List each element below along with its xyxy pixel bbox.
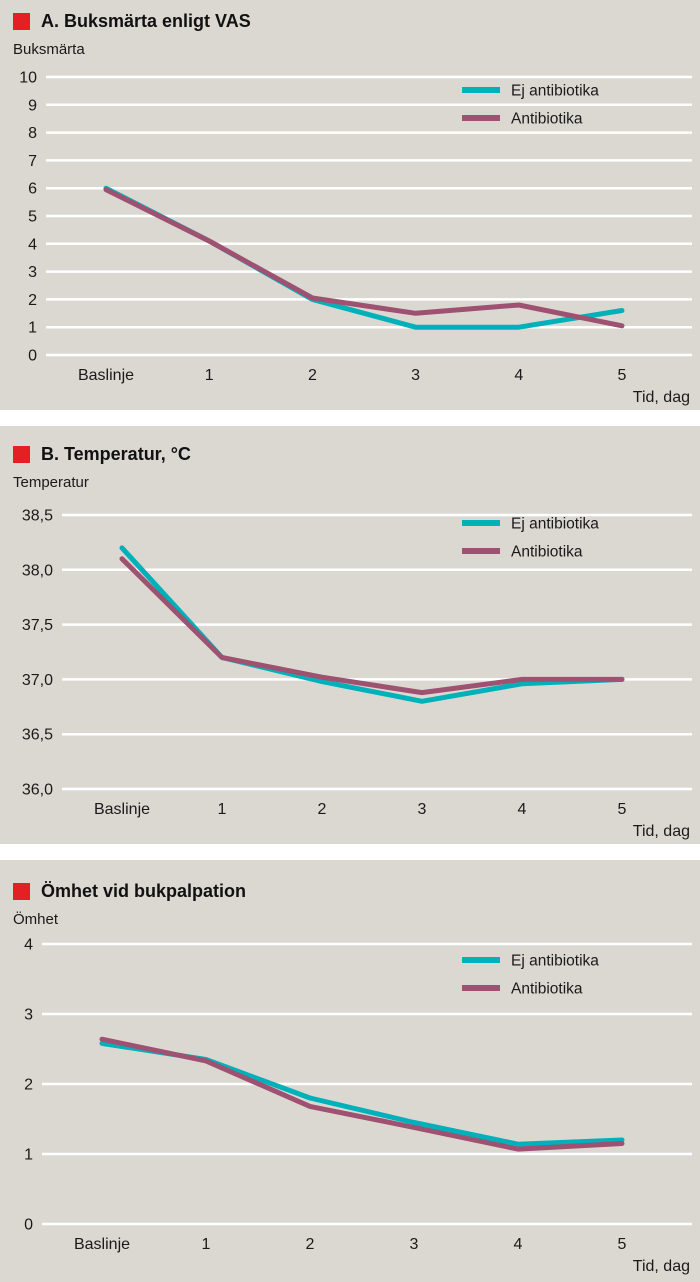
series-line — [103, 187, 625, 329]
line-chart-tenderness: 0 1 2 3 4 Baslinje 1 2 3 4 5 Tid, dag Ej antibiotika… — [24, 937, 692, 1275]
x-tick-label: 3 — [418, 801, 427, 818]
x-tick-label: 4 — [518, 801, 527, 818]
y-tick-label: 4 — [24, 937, 33, 954]
x-tick-label: Baslinje — [78, 367, 134, 384]
y-tick-label: 8 — [28, 125, 37, 142]
x-tick-label: 5 — [618, 801, 627, 818]
y-tick-label: 10 — [19, 70, 37, 87]
legend-label: Ej antibiotika — [511, 83, 599, 100]
chart-title: A. Buksmärta enligt VAS — [41, 10, 251, 31]
y-tick-label: 2 — [24, 1077, 33, 1094]
chart-title-row: B. Temperatur, °C — [0, 439, 700, 469]
y-axis-label: Buksmärta — [13, 40, 85, 58]
y-tick-label: 38,0 — [22, 562, 53, 579]
chart-title-row: A. Buksmärta enligt VAS — [0, 6, 700, 36]
y-tick-label: 0 — [28, 348, 37, 365]
x-tick-label: 5 — [618, 1236, 627, 1253]
x-tick-label: 1 — [202, 1236, 211, 1253]
y-tick-label: 36,0 — [22, 782, 53, 799]
y-tick-label: 5 — [28, 209, 37, 226]
red-square-icon — [13, 882, 30, 900]
y-tick-label: 0 — [24, 1217, 33, 1234]
chart-title: B. Temperatur, °C — [41, 443, 191, 464]
y-tick-label: 38,5 — [22, 508, 53, 525]
x-tick-label: 2 — [318, 801, 327, 818]
legend-label: Antibiotika — [511, 111, 583, 128]
x-tick-label: Baslinje — [74, 1236, 130, 1253]
x-axis-label: Tid, dag — [633, 1258, 690, 1275]
x-tick-label: 2 — [306, 1236, 315, 1253]
y-axis-label: Ömhet — [13, 910, 59, 928]
chart-title-row: Ömhet vid bukpalpation — [0, 876, 700, 906]
y-tick-label: 1 — [28, 320, 37, 337]
legend-label: Antibiotika — [511, 544, 583, 561]
legend-label: Ej antibiotika — [511, 953, 599, 970]
y-tick-label: 9 — [28, 97, 37, 114]
series-line — [99, 1040, 625, 1147]
y-tick-label: 1 — [24, 1147, 33, 1164]
chart-panel-a: A. Buksmärta enligt VAS Buksmärta 0 1 2 3 4 5… — [0, 0, 700, 410]
x-axis-label: Tid, dag — [633, 389, 690, 406]
x-tick-label: 3 — [411, 367, 420, 384]
y-tick-label: 3 — [28, 264, 37, 281]
chart-panel-c: Ömhet vid bukpalpation Ömhet 0 1 2 3 4 Baslin… — [0, 860, 700, 1282]
line-chart-pain: 0 1 2 3 4 5 6 7 8 9 10 Baslinje 1 2 3 4 5 Tid, dag Ej anti… — [19, 70, 692, 406]
y-axis-label: Temperatur — [13, 473, 89, 491]
y-tick-label: 36,5 — [22, 727, 53, 744]
y-tick-label: 3 — [24, 1007, 33, 1024]
x-axis-label: Tid, dag — [633, 823, 690, 840]
y-tick-label: 2 — [28, 292, 37, 309]
y-tick-label: 37,0 — [22, 672, 53, 689]
x-tick-label: 4 — [514, 367, 523, 384]
legend-label: Antibiotika — [511, 981, 583, 998]
x-tick-label: 4 — [514, 1236, 523, 1253]
legend-label: Ej antibiotika — [511, 516, 599, 533]
x-tick-label: Baslinje — [94, 801, 150, 818]
x-tick-label: 1 — [205, 367, 214, 384]
series-line — [99, 1036, 625, 1152]
y-tick-label: 37,5 — [22, 617, 53, 634]
y-tick-label: 6 — [28, 181, 37, 198]
red-square-icon — [13, 445, 30, 463]
x-tick-label: 3 — [410, 1236, 419, 1253]
series-line — [119, 556, 625, 696]
x-tick-label: 5 — [618, 367, 627, 384]
x-tick-label: 1 — [218, 801, 227, 818]
y-tick-label: 7 — [28, 153, 37, 170]
chart-panel-b: B. Temperatur, °C Temperatur 36,0 36,5 37,… — [0, 426, 700, 844]
x-tick-label: 2 — [308, 367, 317, 384]
y-tick-label: 4 — [28, 236, 37, 253]
line-chart-temperature: 36,0 36,5 37,0 37,5 38,0 38,5 Baslinje 1 2 3 4 5 Tid… — [22, 508, 692, 840]
red-square-icon — [13, 12, 30, 30]
chart-title: Ömhet vid bukpalpation — [41, 880, 247, 901]
